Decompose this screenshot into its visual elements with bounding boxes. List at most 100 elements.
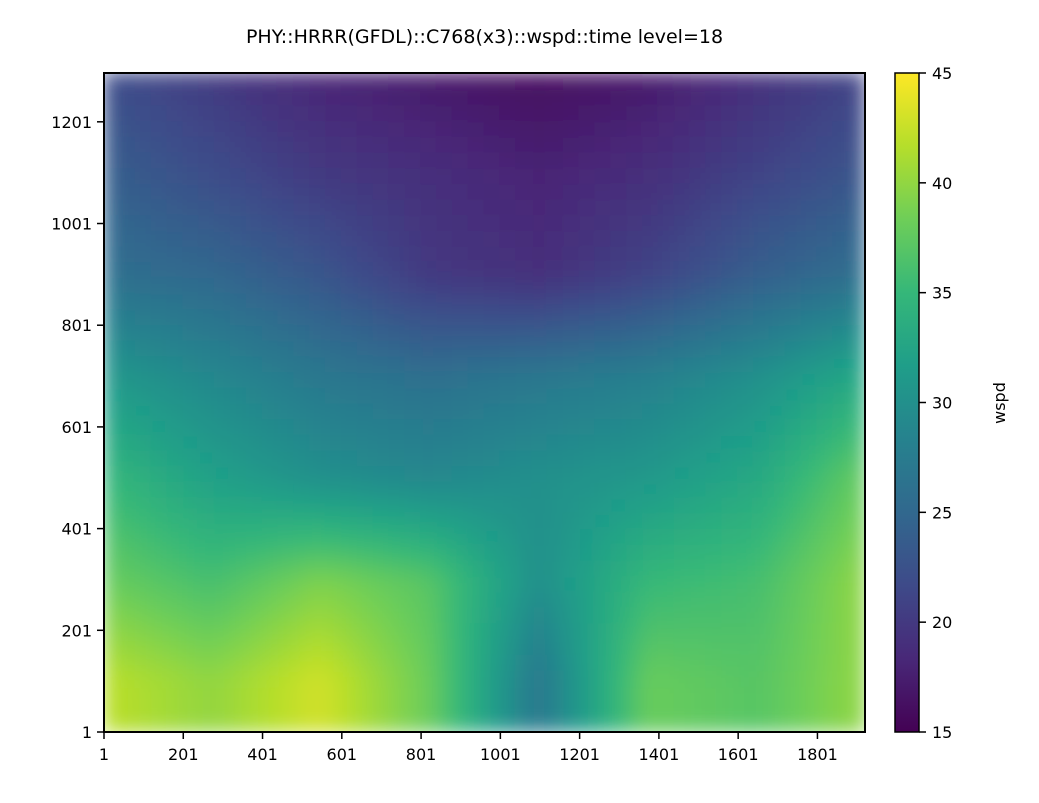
heatmap-cell xyxy=(848,699,865,718)
heatmap-cell xyxy=(642,432,660,451)
heatmap-cell xyxy=(673,558,692,577)
heatmap-cell xyxy=(768,150,787,169)
heatmap-cell xyxy=(118,260,137,278)
heatmap-cell xyxy=(515,558,534,577)
heatmap-cell xyxy=(435,119,454,137)
heatmap-cell xyxy=(562,527,581,545)
heatmap-cell xyxy=(673,291,692,310)
heatmap-cell xyxy=(182,683,201,702)
heatmap-cell xyxy=(309,213,327,231)
heatmap-cell xyxy=(293,652,312,671)
heatmap-cell xyxy=(784,244,803,263)
heatmap-cell xyxy=(261,464,280,482)
heatmap-cell xyxy=(626,181,645,200)
heatmap-cell xyxy=(578,589,597,608)
heatmap-cell xyxy=(578,119,597,137)
heatmap-cell xyxy=(673,150,692,169)
heatmap-cell xyxy=(324,401,343,420)
heatmap-cell xyxy=(293,73,312,90)
heatmap-cell xyxy=(753,275,771,294)
heatmap-cell xyxy=(166,605,185,624)
heatmap-cell xyxy=(642,511,660,530)
heatmap-cell xyxy=(404,464,423,482)
heatmap-cell xyxy=(198,432,216,451)
heatmap-cell xyxy=(642,621,660,639)
heatmap-cell xyxy=(515,307,534,326)
heatmap-cell xyxy=(753,527,771,545)
heatmap-cell xyxy=(800,73,819,90)
heatmap-cell xyxy=(404,715,423,732)
heatmap-cell xyxy=(435,275,454,294)
heatmap-cell xyxy=(340,558,359,577)
heatmap-cell xyxy=(768,354,787,373)
heatmap-cell xyxy=(340,119,359,137)
heatmap-cell xyxy=(832,323,851,341)
heatmap-cell xyxy=(467,715,486,732)
heatmap-cell xyxy=(721,401,740,420)
heatmap-cell xyxy=(404,699,423,718)
heatmap-cell xyxy=(309,275,327,294)
heatmap-cell xyxy=(118,338,137,357)
heatmap-cell xyxy=(245,464,264,482)
heatmap-cell xyxy=(562,683,581,702)
heatmap-cell xyxy=(451,542,470,561)
heatmap-cell xyxy=(800,354,819,373)
heatmap-cell xyxy=(420,73,438,90)
heatmap-cell xyxy=(610,260,629,278)
heatmap-cell xyxy=(166,338,185,357)
heatmap-cell xyxy=(229,479,248,498)
heatmap-cell xyxy=(388,213,407,231)
heatmap-cell xyxy=(800,228,819,247)
heatmap-cell xyxy=(309,260,327,278)
heatmap-cell xyxy=(531,527,549,545)
heatmap-cell xyxy=(848,275,865,294)
heatmap-cell xyxy=(721,464,740,482)
heatmap-cell xyxy=(435,260,454,278)
heatmap-cell xyxy=(499,370,518,388)
heatmap-cell xyxy=(340,652,359,671)
heatmap-cell xyxy=(435,448,454,467)
heatmap-cell xyxy=(737,464,756,482)
heatmap-cell xyxy=(182,432,201,451)
heatmap-cell xyxy=(467,228,486,247)
heatmap-cell xyxy=(435,307,454,326)
heatmap-cell xyxy=(229,103,248,122)
heatmap-cell xyxy=(721,228,740,247)
heatmap-cell xyxy=(483,260,502,278)
heatmap-cell xyxy=(784,542,803,561)
heatmap-cell xyxy=(800,323,819,341)
heatmap-cell xyxy=(832,574,851,592)
heatmap-cell xyxy=(832,417,851,435)
heatmap-cell xyxy=(499,715,518,732)
heatmap-cell xyxy=(721,354,740,373)
heatmap-cell xyxy=(372,103,391,122)
heatmap-cell xyxy=(689,479,708,498)
heatmap-cell xyxy=(372,244,391,263)
heatmap-cell xyxy=(531,73,549,90)
heatmap-cell xyxy=(213,338,232,357)
heatmap-cell xyxy=(372,260,391,278)
heatmap-cell xyxy=(245,699,264,718)
heatmap-cell xyxy=(182,307,201,326)
heatmap-cell xyxy=(372,432,391,451)
heatmap-cell xyxy=(356,213,375,231)
heatmap-cell xyxy=(245,370,264,388)
heatmap-cell xyxy=(753,495,771,514)
heatmap-cell xyxy=(531,370,549,388)
heatmap-cell xyxy=(229,621,248,639)
heatmap-cell xyxy=(657,260,676,278)
heatmap-cell xyxy=(832,87,851,106)
heatmap-cell xyxy=(546,150,565,169)
heatmap-cell xyxy=(642,228,660,247)
heatmap-cell xyxy=(245,244,264,263)
heatmap-cell xyxy=(705,150,724,169)
heatmap-cell xyxy=(182,338,201,357)
heatmap-cell xyxy=(198,181,216,200)
heatmap-cell xyxy=(324,150,343,169)
heatmap-cell xyxy=(420,213,438,231)
heatmap-cell xyxy=(753,558,771,577)
heatmap-cell xyxy=(768,260,787,278)
heatmap-cell xyxy=(324,574,343,592)
heatmap-cell xyxy=(467,636,486,655)
heatmap-cell xyxy=(451,668,470,686)
